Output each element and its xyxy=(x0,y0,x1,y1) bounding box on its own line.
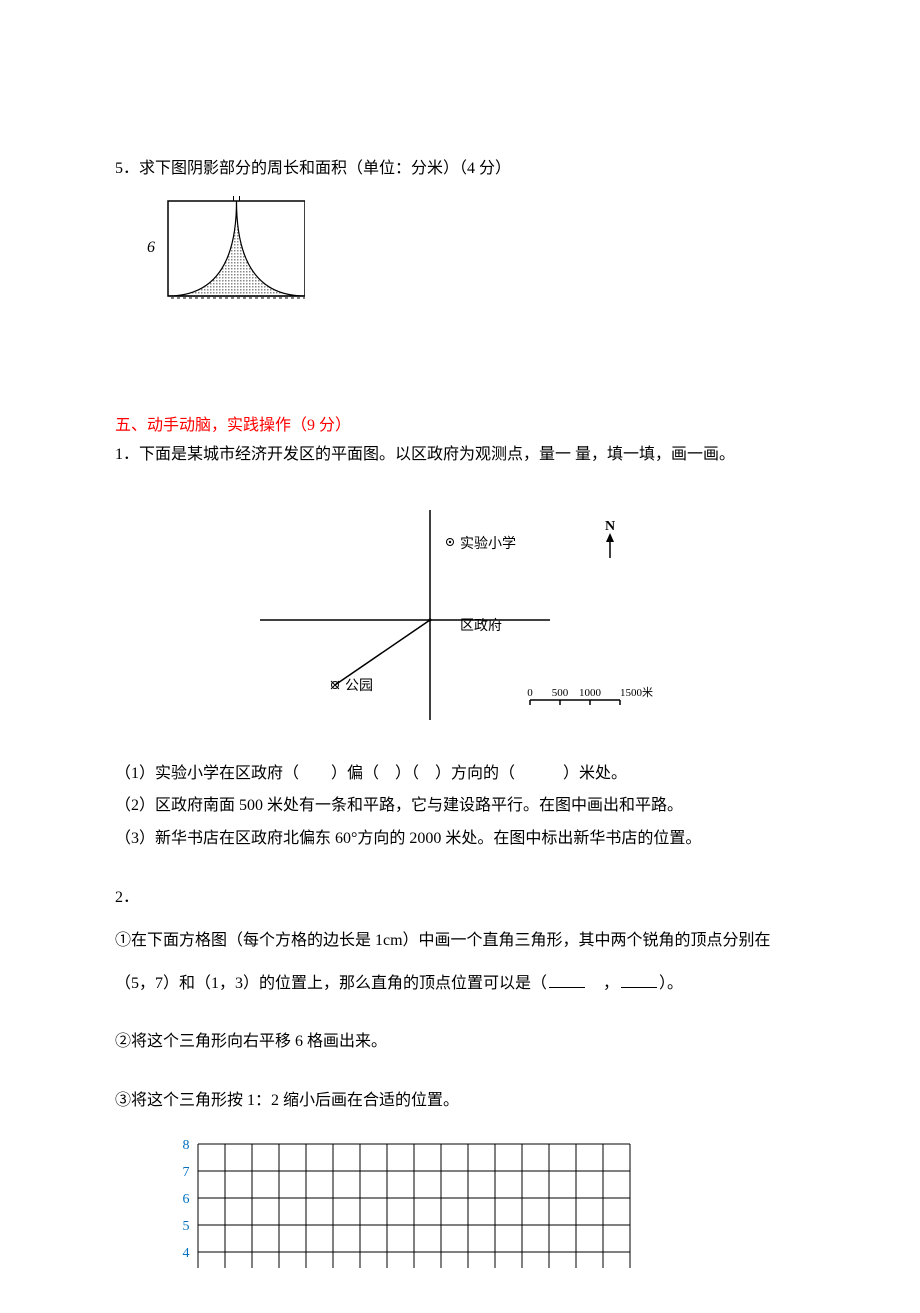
q2-sub1-b: （5，7）和（1，3）的位置上，那么直角的顶点位置可以是（ xyxy=(115,975,547,992)
q2-label: 2． xyxy=(115,884,805,913)
svg-text:8: 8 xyxy=(183,1138,190,1153)
q1-sub3: （3）新华书店在区政府北偏东 60°方向的 2000 米处。在图中标出新华书店的… xyxy=(115,825,805,854)
blank-2[interactable] xyxy=(621,972,657,988)
q5-text: 5．求下图阴影部分的周长和面积（单位：分米）（4 分） xyxy=(115,155,805,184)
q1-intro: 1．下面是某城市经济开发区的平面图。以区政府为观测点，量一 量，填一填，画一画。 xyxy=(115,441,805,470)
grid-svg: 8 7 6 5 4 xyxy=(170,1136,634,1268)
q2-sub3: ③将这个三角形按 1：2 缩小后画在合适的位置。 xyxy=(115,1087,805,1116)
svg-text:区政府: 区政府 xyxy=(460,618,502,634)
q2-sub1-d: ）。 xyxy=(659,975,683,992)
map-svg: 实验小学区政府公园 N 0 500 1000 1500米 xyxy=(250,490,670,730)
shaded-figure: 6 xyxy=(135,196,805,311)
blank-1[interactable] xyxy=(549,972,585,988)
svg-text:N: N xyxy=(605,519,615,534)
q2-sub1-b-line: （5，7）和（1，3）的位置上，那么直角的顶点位置可以是（ ， ）。 xyxy=(115,970,805,999)
svg-text:7: 7 xyxy=(183,1165,190,1180)
q1-sub2: （2）区政府南面 500 米处有一条和平路，它与建设路平行。在图中画出和平路。 xyxy=(115,792,805,821)
svg-text:6: 6 xyxy=(183,1192,190,1207)
q2-sub1-c: ， xyxy=(587,975,619,992)
svg-text:6: 6 xyxy=(147,239,155,256)
grid-figure: 8 7 6 5 4 xyxy=(170,1136,805,1273)
svg-text:实验小学: 实验小学 xyxy=(460,536,516,552)
svg-text:0: 0 xyxy=(527,687,533,699)
svg-text:500: 500 xyxy=(552,687,569,699)
shaded-svg: 6 xyxy=(135,196,305,306)
svg-text:1000: 1000 xyxy=(579,687,602,699)
q1-sub1: （1）实验小学在区政府（ ）偏（ ）（ ）方向的（ ）米处。 xyxy=(115,760,805,789)
section5-title: 五、动手动脑，实践操作（9 分） xyxy=(115,411,805,435)
q2-sub1-a: ①在下面方格图（每个方格的边长是 1cm）中画一个直角三角形，其中两个锐角的顶点… xyxy=(115,927,805,956)
svg-text:公园: 公园 xyxy=(345,679,373,694)
svg-text:4: 4 xyxy=(183,1246,190,1261)
q2-sub2: ②将这个三角形向右平移 6 格画出来。 xyxy=(115,1028,805,1057)
svg-text:1500米: 1500米 xyxy=(620,686,653,699)
map-figure-wrapper: 实验小学区政府公园 N 0 500 1000 1500米 xyxy=(115,490,805,730)
svg-text:5: 5 xyxy=(183,1219,190,1234)
